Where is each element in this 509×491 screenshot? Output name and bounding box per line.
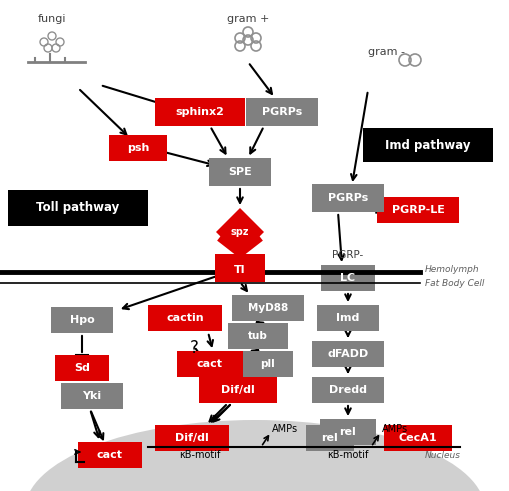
Bar <box>312 377 383 403</box>
Bar <box>376 197 458 223</box>
Text: AMPs: AMPs <box>381 424 407 434</box>
Bar <box>148 305 221 331</box>
Text: CecA1: CecA1 <box>398 433 436 443</box>
Text: PGRPs: PGRPs <box>261 107 301 117</box>
Text: AMPs: AMPs <box>271 424 298 434</box>
Text: dFADD: dFADD <box>327 349 368 359</box>
Text: SPE: SPE <box>228 167 251 177</box>
Bar <box>242 351 293 377</box>
Text: fungi: fungi <box>38 14 66 24</box>
Text: rel: rel <box>321 433 337 443</box>
Text: spz: spz <box>230 227 249 237</box>
Bar <box>362 128 492 162</box>
Bar <box>228 323 288 349</box>
Polygon shape <box>216 208 264 256</box>
Text: κB-motif: κB-motif <box>179 450 220 460</box>
Bar <box>61 383 123 409</box>
Bar <box>155 425 229 451</box>
Text: Imd pathway: Imd pathway <box>384 138 470 152</box>
Text: Hpo: Hpo <box>70 315 94 325</box>
Bar <box>383 425 451 451</box>
Text: gram +: gram + <box>227 14 269 24</box>
Ellipse shape <box>25 420 484 491</box>
Text: Imd: Imd <box>335 313 359 323</box>
Bar <box>109 135 166 161</box>
Text: Hemolymph: Hemolymph <box>424 266 478 274</box>
Bar <box>8 190 148 226</box>
Bar <box>305 425 353 451</box>
Text: Nucleus: Nucleus <box>424 451 460 460</box>
Text: Toll pathway: Toll pathway <box>36 201 120 215</box>
Bar <box>320 265 374 291</box>
Bar <box>55 355 109 381</box>
Bar <box>317 305 378 331</box>
Bar <box>245 98 318 126</box>
Bar <box>155 98 244 126</box>
Text: Yki: Yki <box>82 391 101 401</box>
Text: PGRP-LE: PGRP-LE <box>391 205 443 215</box>
Text: Dredd: Dredd <box>328 385 366 395</box>
Text: psh: psh <box>127 143 149 153</box>
Text: gram -: gram - <box>367 47 404 57</box>
Text: tub: tub <box>247 331 267 341</box>
Text: Tl: Tl <box>234 265 245 275</box>
Text: Fat Body Cell: Fat Body Cell <box>424 278 484 288</box>
Text: ?: ? <box>189 339 198 357</box>
Text: Sd: Sd <box>74 363 90 373</box>
Bar <box>312 341 383 367</box>
Bar <box>78 442 142 468</box>
Text: cact: cact <box>97 450 123 460</box>
Text: LC: LC <box>340 273 355 283</box>
Text: PGRPs: PGRPs <box>327 193 367 203</box>
Bar <box>312 184 383 212</box>
Text: sphinx2: sphinx2 <box>175 107 224 117</box>
Bar <box>319 419 375 445</box>
Bar <box>215 254 265 282</box>
Text: Dif/dl: Dif/dl <box>175 433 209 443</box>
Text: κB-motif: κB-motif <box>327 450 368 460</box>
Bar <box>199 377 276 403</box>
Bar <box>232 295 303 321</box>
Bar <box>51 307 113 333</box>
Text: PGRP-: PGRP- <box>332 250 363 260</box>
Text: pll: pll <box>260 359 275 369</box>
Text: cact: cact <box>196 359 222 369</box>
Text: cactin: cactin <box>166 313 204 323</box>
Text: MyD88: MyD88 <box>247 303 288 313</box>
Text: rel: rel <box>339 427 356 437</box>
Bar <box>209 158 270 186</box>
Text: Dif/dl: Dif/dl <box>221 385 254 395</box>
Bar <box>177 351 242 377</box>
